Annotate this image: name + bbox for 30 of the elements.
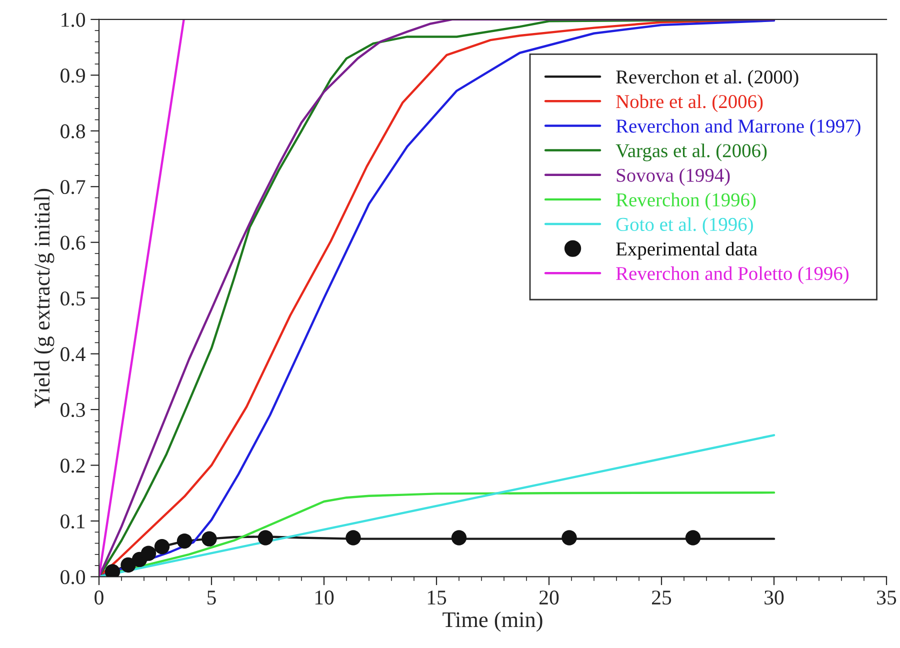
y-tick-label: 0.8 bbox=[60, 124, 86, 138]
x-tick-label: 35 bbox=[877, 590, 896, 605]
legend-label: Reverchon (1996) bbox=[616, 192, 756, 210]
y-tick-label: 0.7 bbox=[60, 180, 86, 194]
legend-label: Reverchon and Marrone (1997) bbox=[616, 119, 860, 137]
y-tick-label: 0.9 bbox=[60, 68, 85, 83]
y-tick-label: 1.0 bbox=[62, 12, 86, 27]
x-tick-label: 25 bbox=[652, 590, 672, 605]
x-tick-label: 15 bbox=[428, 590, 446, 605]
legend-label: Goto et al. (1996) bbox=[616, 217, 753, 235]
legend-label: Nobre et al. (2006) bbox=[616, 94, 763, 112]
x-tick-label: 30 bbox=[764, 590, 784, 605]
x-axis-title: Time (min) bbox=[442, 612, 542, 632]
x-tick-label: 0 bbox=[94, 590, 104, 605]
y-tick-label: 0.5 bbox=[60, 291, 85, 306]
legend-label: Vargas et al. (2006) bbox=[616, 144, 767, 162]
legend-label: Experimental data bbox=[616, 242, 758, 260]
y-tick-label: 0.2 bbox=[60, 458, 85, 473]
legend-label: Reverchon et al. (2000) bbox=[616, 70, 798, 88]
x-tick-label: 10 bbox=[315, 590, 334, 605]
y-tick-label: 0.3 bbox=[60, 402, 85, 418]
y-tick-label: 0.4 bbox=[60, 347, 86, 362]
legend-label: Sovova (1994) bbox=[616, 168, 730, 186]
y-axis-title: Yield (g extract/g initial) bbox=[34, 188, 54, 408]
y-tick-label: 0.0 bbox=[60, 570, 86, 584]
x-tick-label: 5 bbox=[208, 590, 216, 605]
y-tick-label: 0.1 bbox=[60, 514, 85, 529]
legend-label: Reverchon and Poletto (1996) bbox=[616, 266, 849, 284]
y-tick-label: 0.6 bbox=[60, 236, 86, 250]
x-tick-label: 20 bbox=[540, 590, 559, 605]
